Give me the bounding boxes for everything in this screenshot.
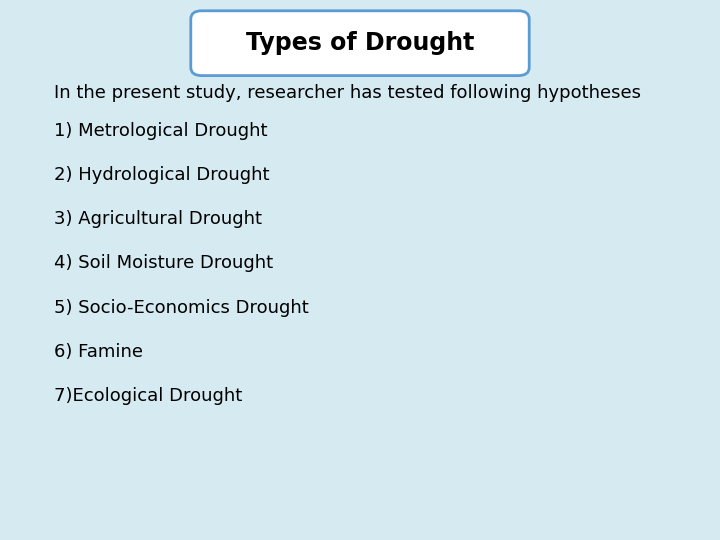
Text: 5) Socio-Economics Drought: 5) Socio-Economics Drought bbox=[54, 299, 309, 316]
Text: 7)Ecological Drought: 7)Ecological Drought bbox=[54, 387, 242, 405]
Text: 6) Famine: 6) Famine bbox=[54, 343, 143, 361]
Text: Types of Drought: Types of Drought bbox=[246, 31, 474, 55]
Text: 4) Soil Moisture Drought: 4) Soil Moisture Drought bbox=[54, 254, 273, 272]
FancyBboxPatch shape bbox=[191, 11, 529, 76]
Text: In the present study, researcher has tested following hypotheses: In the present study, researcher has tes… bbox=[54, 84, 641, 102]
Text: 3) Agricultural Drought: 3) Agricultural Drought bbox=[54, 210, 262, 228]
Text: 2) Hydrological Drought: 2) Hydrological Drought bbox=[54, 166, 269, 184]
Text: 1) Metrological Drought: 1) Metrological Drought bbox=[54, 122, 268, 139]
